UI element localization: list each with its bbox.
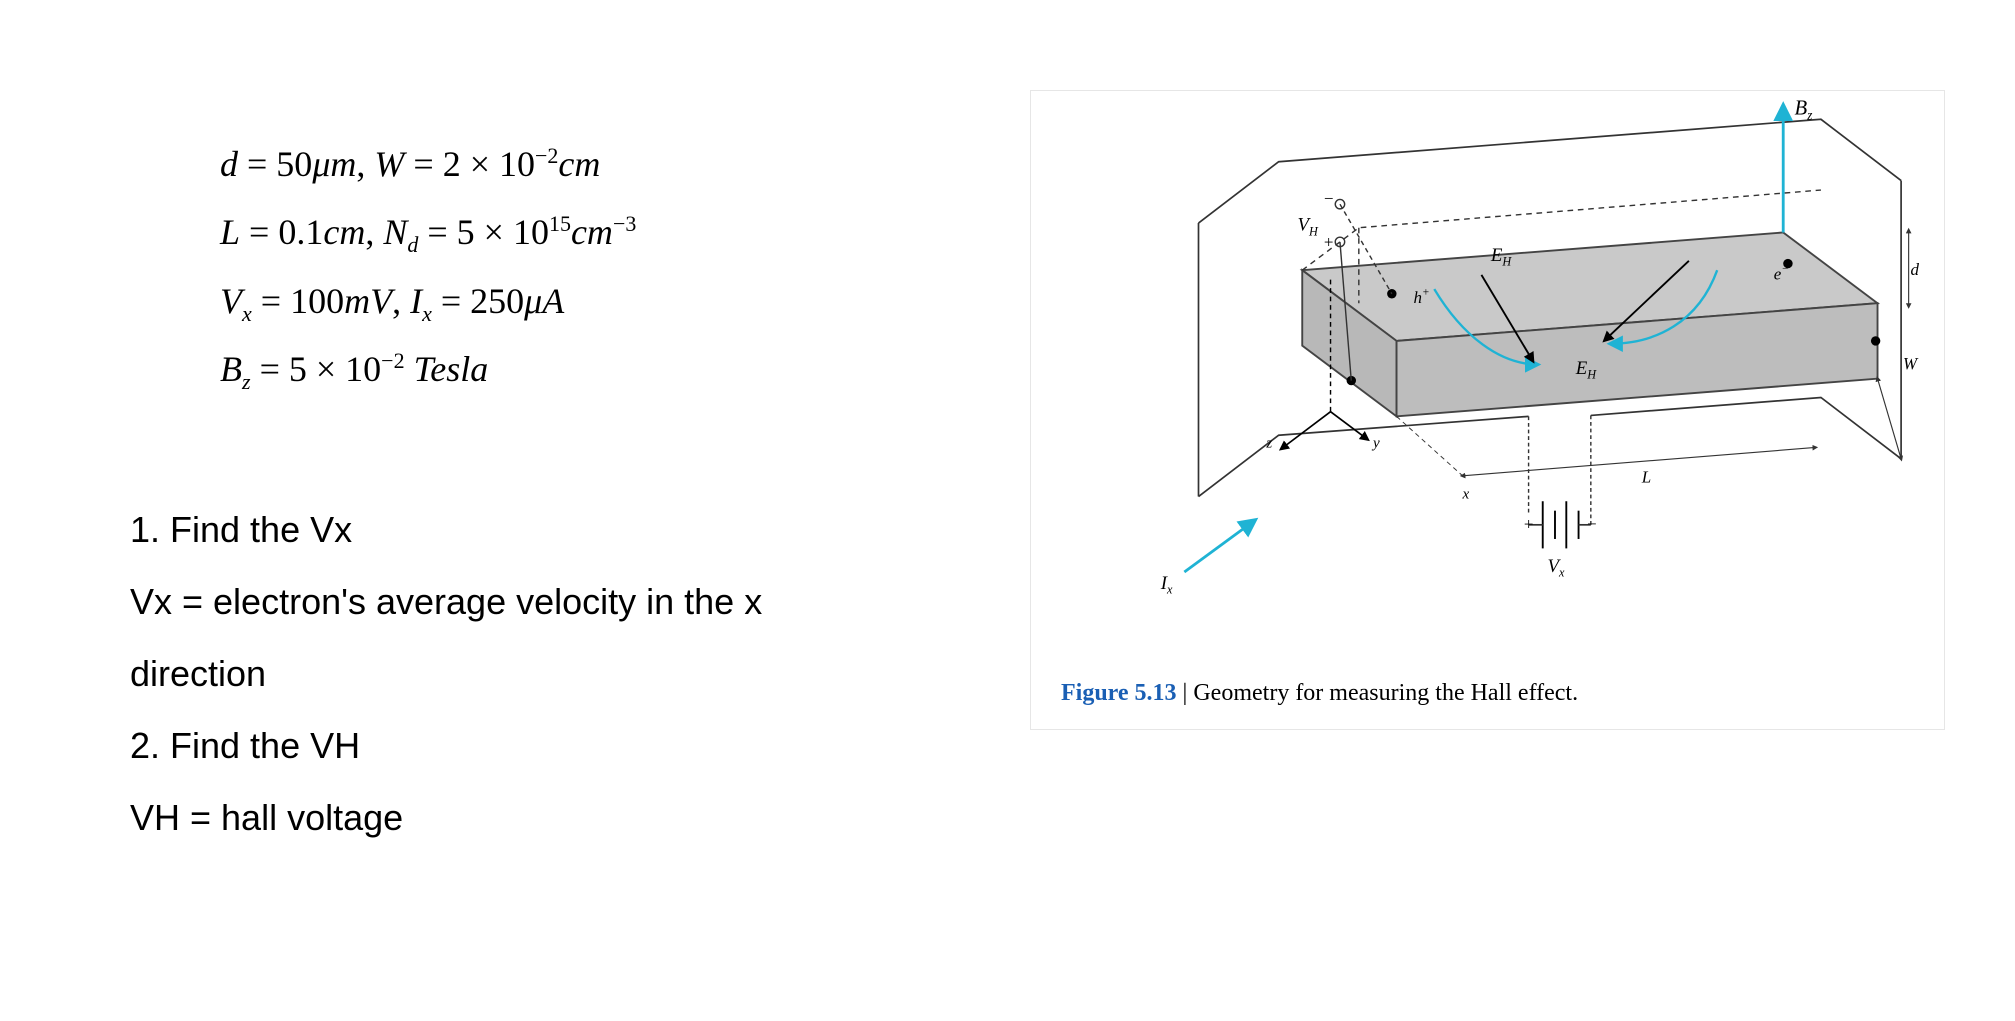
Nd-uexp: −3: [613, 211, 636, 236]
Nd-unit: cm: [571, 212, 613, 252]
Ix-sub: x: [422, 301, 432, 326]
var-Nd: N: [383, 212, 407, 252]
question-1-explain: Vx = electron's average velocity in the …: [130, 566, 930, 638]
vh-plus-label: +: [1324, 233, 1334, 252]
Vx-unit: mV: [344, 281, 392, 321]
eq-line-2: L = 0.1cm, Nd = 5 × 1015cm−3: [220, 198, 930, 266]
dim-W: [1878, 379, 1902, 459]
battery-icon: [1529, 415, 1591, 548]
figure-caption: Figure 5.13 | Geometry for measuring the…: [1061, 680, 1578, 707]
sep3: ,: [392, 281, 410, 321]
dim-L: [1463, 447, 1816, 475]
Ix-arrow: [1184, 520, 1255, 572]
Vx-value: = 100: [252, 281, 344, 321]
W-exp: −2: [535, 143, 558, 168]
Vx-sub: x: [242, 301, 252, 326]
contact-side-right: [1871, 336, 1880, 345]
axis-z: [1281, 412, 1331, 450]
figure-number: Figure 5.13: [1061, 680, 1177, 706]
eq-line-4: Bz = 5 × 10−2 Tesla: [220, 335, 930, 403]
dim-d-label: d: [1911, 260, 1920, 279]
battery-minus: −: [1587, 515, 1597, 534]
question-2: 2. Find the VH: [130, 710, 930, 782]
var-d: d: [220, 144, 238, 184]
hall-effect-diagram: − + VH Bz Ix EH EH h+ e− z y x L W: [1031, 91, 1946, 671]
Bz-sub: z: [242, 369, 251, 394]
axis-y-label: y: [1371, 435, 1380, 451]
W-unit: cm: [558, 144, 600, 184]
Bz-label: Bz: [1795, 98, 1813, 123]
wire-top-loop: [1199, 119, 1902, 223]
wire-bottom-loop-b: [1591, 398, 1901, 459]
Bz-exp: −2: [381, 348, 404, 373]
question-1-explain-b: direction: [130, 638, 930, 710]
dim-W-label: W: [1903, 354, 1919, 373]
Ix-value: = 250: [432, 281, 524, 321]
axis-y: [1331, 412, 1369, 440]
vh-terminal-neg: [1335, 199, 1344, 208]
Nd-exp: 15: [549, 211, 571, 236]
parameter-block: d = 50μm, W = 2 × 10−2cm L = 0.1cm, Nd =…: [220, 130, 930, 404]
axis-x-label: x: [1462, 486, 1470, 502]
Nd-sub: d: [407, 233, 418, 258]
Nd-value: = 5 × 10: [418, 212, 549, 252]
vh-label: VH: [1298, 215, 1320, 239]
Bz-value: = 5 × 10: [251, 349, 382, 389]
Vx-label: Vx: [1547, 556, 1565, 580]
question-1: 1. Find the Vx: [130, 494, 930, 566]
hall-effect-figure: − + VH Bz Ix EH EH h+ e− z y x L W: [1030, 90, 1945, 730]
contact-top-left: [1387, 289, 1396, 298]
Ix-label: Ix: [1160, 573, 1173, 597]
d-unit: μm: [312, 144, 356, 184]
Eh-label-1: EH: [1490, 245, 1513, 269]
vh-minus-label: −: [1324, 189, 1334, 208]
var-Bz: B: [220, 349, 242, 389]
dim-L-label: L: [1641, 467, 1651, 486]
L-value: = 0.1: [240, 212, 323, 252]
eq-line-3: Vx = 100mV, Ix = 250μA: [220, 267, 930, 335]
sep2: ,: [365, 212, 383, 252]
d-value: = 50: [238, 144, 312, 184]
Ix-unit: μA: [524, 281, 564, 321]
left-column: d = 50μm, W = 2 × 10−2cm L = 0.1cm, Nd =…: [130, 130, 930, 854]
axis-z-label: z: [1265, 435, 1272, 451]
battery-plus: +: [1524, 515, 1534, 534]
var-Ix: I: [410, 281, 422, 321]
wire-bottom-loop-a: [1199, 416, 1529, 496]
eq-line-1: d = 50μm, W = 2 × 10−2cm: [220, 130, 930, 198]
var-L: L: [220, 212, 240, 252]
L-unit: cm: [323, 212, 365, 252]
var-Vx: V: [220, 281, 242, 321]
question-2-explain: VH = hall voltage: [130, 782, 930, 854]
figure-caption-text: | Geometry for measuring the Hall effect…: [1177, 680, 1579, 706]
W-value: = 2 × 10: [404, 144, 535, 184]
sep1: ,: [356, 144, 374, 184]
question-block: 1. Find the Vx Vx = electron's average v…: [130, 494, 930, 854]
var-W: W: [374, 144, 404, 184]
Bz-unit: Tesla: [405, 349, 489, 389]
